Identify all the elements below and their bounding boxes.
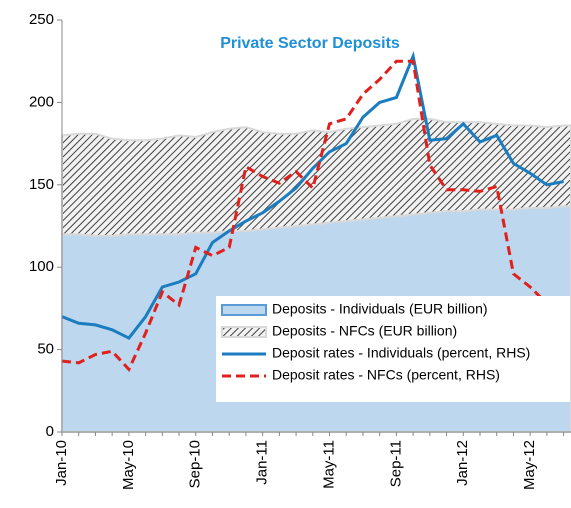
x-tick-label: Jan-11	[254, 440, 271, 485]
legend-swatch	[221, 326, 267, 338]
y-tick-label: 150	[29, 176, 54, 193]
line	[61, 59, 565, 373]
line	[61, 51, 564, 340]
legend-swatch	[221, 304, 267, 316]
y-tick-label: 250	[29, 11, 54, 28]
legend-label: Deposits - Individuals (EUR billion)	[272, 301, 488, 317]
x-tick-label: May-12	[521, 440, 538, 490]
legend-label: Deposits - NFCs (EUR billion)	[272, 323, 457, 339]
x-tick-label: Jan-12	[454, 440, 471, 486]
legend-label: Deposit rates - Individuals (percent, RH…	[272, 345, 530, 361]
x-tick-label: May-11	[320, 440, 337, 489]
y-tick-label: 0	[46, 423, 54, 440]
y-tick-label: 50	[37, 341, 54, 358]
x-tick-label: Sep-10	[187, 440, 204, 488]
x-tick-label: Jan-10	[53, 440, 70, 486]
y-tick-label: 200	[29, 93, 54, 110]
legend-box	[216, 296, 570, 402]
y-tick-label: 100	[29, 258, 54, 275]
legend-label: Deposit rates - NFCs (percent, RHS)	[272, 367, 500, 383]
x-tick-label: May-10	[120, 440, 137, 490]
x-tick-label: Sep-11	[387, 440, 404, 487]
chart-title: Private Sector Deposits	[220, 35, 400, 52]
